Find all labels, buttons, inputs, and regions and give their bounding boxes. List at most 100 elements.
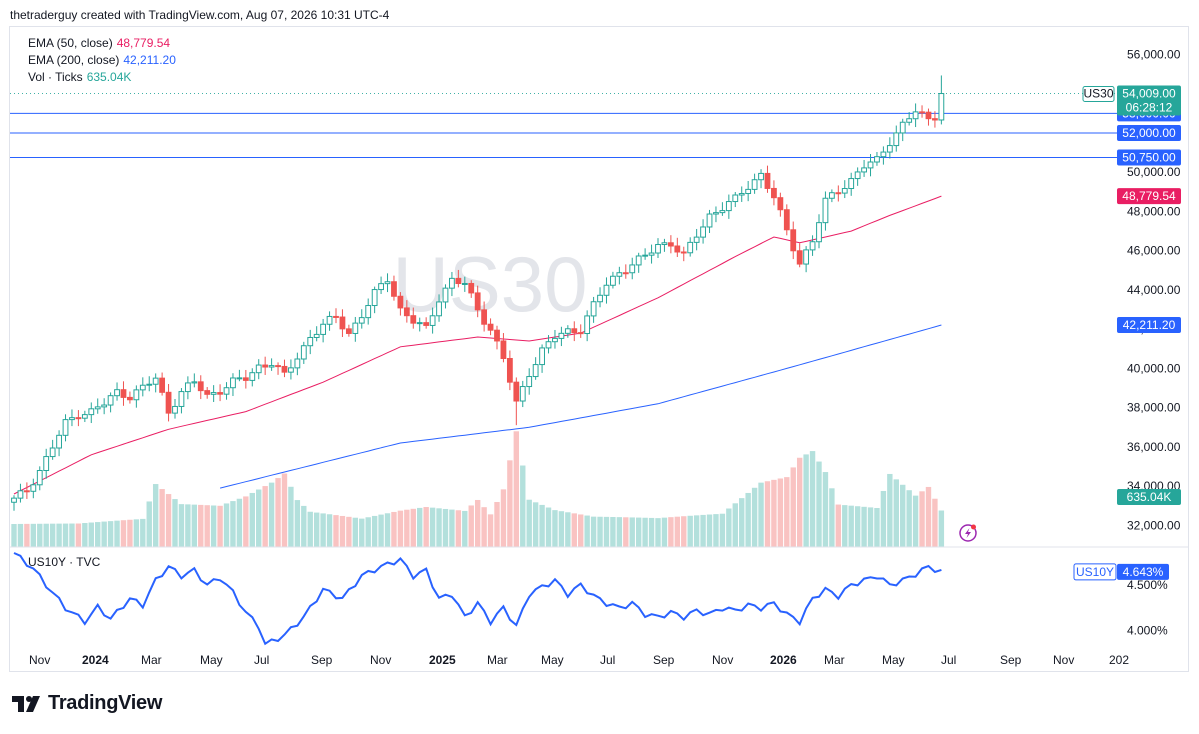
candle-body	[313, 333, 320, 338]
candle-body	[603, 284, 610, 296]
volume-bar	[326, 514, 333, 547]
chart-frame[interactable]: US30 56,000.00 50,000.00 48,000.00 46,000.0…	[9, 26, 1189, 672]
volume-bar	[739, 498, 745, 547]
candle-body	[94, 406, 101, 410]
time-axis: Nov 2024 Mar May Jul Sep Nov 2025 Mar May Jul Sep No…	[29, 653, 1129, 667]
us10y-value-badge	[1117, 563, 1169, 580]
time-tick-label: Mar	[141, 653, 162, 667]
legend-volume[interactable]: Vol · Ticks 635.04K	[28, 70, 131, 84]
candle-body	[725, 201, 732, 212]
candle-body	[552, 337, 558, 343]
candle-body	[397, 295, 404, 309]
candle-body	[56, 434, 62, 449]
volume-bar	[82, 523, 88, 547]
candle-body	[771, 187, 777, 199]
volume-bar	[507, 460, 513, 547]
lower-tick-label: 4.000%	[1127, 624, 1168, 638]
symbol-badge-label: US30	[1083, 87, 1113, 101]
volume-bar	[635, 517, 642, 547]
volume-bar	[880, 490, 887, 547]
candle-body	[706, 213, 713, 228]
tradingview-brand[interactable]: TradingView	[48, 692, 163, 714]
candle-body	[835, 192, 842, 195]
volume-bar	[771, 479, 777, 547]
legend-ema200[interactable]: EMA (200, close) 42,211.20	[28, 53, 176, 67]
volume-bar	[359, 518, 365, 547]
volume-bar	[178, 504, 185, 547]
candle-body	[410, 315, 417, 324]
volume-bar	[513, 431, 520, 547]
candle-body	[867, 161, 874, 169]
candle-body	[36, 470, 43, 486]
volume-bar	[732, 503, 738, 547]
volume-bar	[101, 521, 107, 547]
legend-ema50[interactable]: EMA (50, close) 48,779.54	[28, 36, 170, 50]
candle-body	[874, 156, 880, 163]
volume-bar	[378, 514, 384, 547]
candle-body	[49, 447, 56, 458]
volume-bar	[313, 512, 320, 547]
volume-bar	[210, 505, 217, 547]
candle-body	[442, 287, 449, 303]
candle-body	[255, 364, 262, 374]
candle-body	[932, 118, 938, 121]
candle-body	[828, 192, 835, 199]
volume-bar	[565, 512, 571, 547]
time-tick-label: 2026	[770, 653, 797, 667]
volume-bar	[861, 506, 867, 547]
candle-body	[172, 405, 178, 414]
candle-body	[320, 323, 327, 335]
chart-canvas[interactable]: US30 56,000.00 50,000.00 48,000.00 46,000.0…	[10, 27, 1188, 671]
candle-body	[803, 249, 810, 265]
candle-body	[925, 111, 932, 120]
volume-bar	[152, 484, 159, 547]
volume-bar	[906, 490, 912, 547]
candle-body	[262, 364, 269, 368]
volume-bar	[854, 506, 861, 547]
volume-bar	[584, 515, 590, 547]
candle-body	[416, 322, 423, 325]
candle-body	[655, 244, 661, 254]
volume-bar	[191, 504, 198, 547]
candle-body	[217, 392, 223, 395]
volume-bar	[887, 473, 893, 547]
volume-bar	[172, 499, 178, 547]
price-tick-label: 50,000.00	[1127, 165, 1181, 179]
volume-bar	[552, 510, 558, 547]
volume-bar	[217, 505, 223, 547]
candle-body	[294, 358, 301, 369]
candle-body	[449, 277, 455, 289]
volume-bar	[352, 517, 359, 547]
volume-bar	[301, 505, 307, 547]
volume-bar	[603, 516, 610, 547]
candle-body	[139, 384, 146, 391]
candle-body	[584, 315, 591, 335]
candle-body	[899, 121, 906, 134]
volume-bar	[69, 523, 75, 547]
candle-body	[854, 171, 861, 180]
volume-bar	[751, 487, 758, 547]
alert-icon[interactable]	[959, 524, 977, 542]
candle-body	[886, 145, 893, 153]
volume-bar	[333, 515, 339, 547]
lower-pane-label[interactable]: US10Y · TVC	[28, 555, 101, 569]
last-price-label: 54,009.00	[1122, 87, 1176, 101]
volume-bar	[829, 488, 835, 547]
volume-bar	[404, 509, 410, 547]
candle-body	[796, 250, 803, 265]
volume-bar	[764, 481, 771, 547]
candle-body	[223, 387, 230, 395]
price-tick-label: 36,000.00	[1127, 440, 1181, 454]
candle-body	[519, 386, 526, 402]
volume-bar	[777, 478, 784, 547]
volume-bar	[494, 501, 500, 547]
candle-body	[88, 408, 95, 416]
candle-body	[577, 332, 584, 335]
candle-body	[107, 395, 114, 406]
volume-bar	[397, 510, 404, 547]
candle-body	[165, 391, 172, 414]
candle-body	[146, 383, 153, 386]
volume-bar	[745, 492, 751, 547]
ema50-line	[13, 195, 942, 495]
volume-bar	[848, 505, 854, 547]
